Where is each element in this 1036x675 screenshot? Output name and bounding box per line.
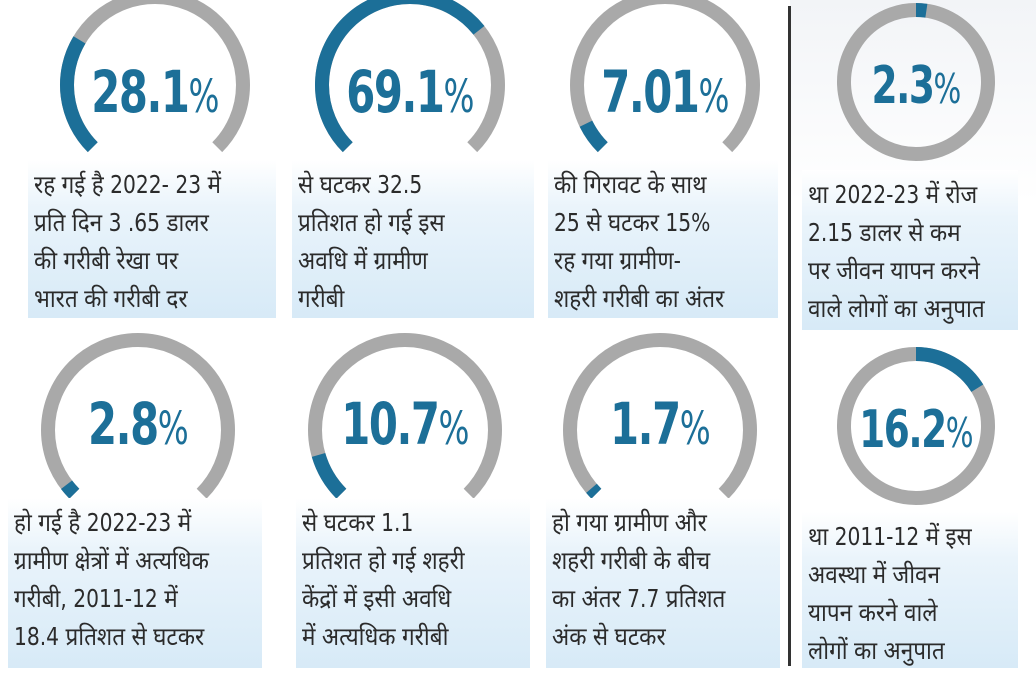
description-line: का अंतर 7.7 प्रतिशत bbox=[552, 584, 726, 613]
gauge-track bbox=[837, 3, 995, 161]
gauge-track bbox=[570, 0, 760, 153]
value-number: 2.3 bbox=[871, 56, 934, 116]
value-number: 69.1 bbox=[346, 58, 445, 126]
description-line: शहरी गरीबी के बीच bbox=[552, 546, 711, 575]
gauge: 28.1% bbox=[50, 0, 260, 153]
description-line: अंक से घटकर bbox=[552, 622, 666, 651]
description-line: भारत की गरीबी दर bbox=[34, 284, 188, 313]
description-line: रह गया ग्रामीण- bbox=[554, 246, 681, 275]
gauge-value: 10.7% bbox=[329, 390, 480, 458]
gauge-fill bbox=[311, 452, 347, 499]
description-box: था 2022-23 में रोज 2.15 डालर से कम पर जी… bbox=[802, 170, 1018, 330]
gauge: 69.1% bbox=[305, 0, 515, 153]
value-unit: % bbox=[679, 402, 711, 455]
description-box: से घटकर 32.5 प्रतिशत हो गई इस अवधि में ग… bbox=[292, 160, 534, 318]
description-line: से घटकर 32.5 bbox=[298, 170, 423, 199]
gauge-chart bbox=[563, 333, 757, 499]
gauge-value: 28.1% bbox=[79, 58, 230, 126]
description-line: में अत्यधिक गरीबी bbox=[302, 622, 449, 651]
description-box: की गिरावट के साथ 25 से घटकर 15% रह गया ग… bbox=[548, 160, 778, 318]
description-line: रह गई है 2022- 23 में bbox=[34, 170, 221, 199]
gauge-fill bbox=[915, 347, 984, 393]
gauge-value: 2.8% bbox=[62, 390, 213, 458]
column-divider bbox=[788, 6, 791, 666]
description-line: था 2022-23 में रोज bbox=[808, 180, 978, 209]
description-line: प्रतिशत हो गई शहरी bbox=[302, 546, 465, 575]
value-number: 28.1 bbox=[91, 58, 190, 126]
description-line: गरीबी bbox=[298, 284, 345, 313]
description-line: की गरीबी रेखा पर bbox=[34, 246, 179, 275]
value-unit: % bbox=[933, 65, 961, 113]
donut-chart bbox=[837, 3, 995, 161]
gauge: 2.8% bbox=[33, 330, 243, 499]
value-number: 16.2 bbox=[859, 400, 947, 460]
gauge-chart bbox=[41, 333, 235, 499]
description-line: यापन करने वाले bbox=[808, 598, 938, 627]
gauge-fill bbox=[315, 0, 485, 153]
value-number: 1.7 bbox=[610, 390, 681, 458]
gauge-fill bbox=[586, 483, 602, 499]
description-line: प्रति दिन 3 .65 डालर bbox=[34, 208, 209, 237]
description-line: से घटकर 1.1 bbox=[302, 508, 414, 537]
value-unit: % bbox=[945, 409, 974, 457]
gauge-chart bbox=[308, 333, 502, 499]
description-line: ग्रामीण क्षेत्रों में अत्यधिक bbox=[14, 546, 209, 575]
value-unit: % bbox=[438, 402, 470, 455]
description-line: 25 से घटकर 15% bbox=[554, 208, 711, 237]
donut-value: 16.2% bbox=[851, 400, 981, 460]
gauge: 10.7% bbox=[300, 330, 510, 499]
gauge-fill bbox=[60, 480, 80, 499]
description-line: पर जीवन यापन करने bbox=[808, 256, 980, 285]
description-line: गरीबी, 2011-12 में bbox=[14, 584, 178, 613]
description-line: अवधि में ग्रामीण bbox=[298, 246, 428, 275]
gauge-chart bbox=[60, 0, 250, 153]
donut: 2.3% bbox=[826, 0, 1006, 170]
description-line: हो गया ग्रामीण और bbox=[552, 508, 707, 537]
gauge-fill bbox=[915, 3, 928, 18]
donut-chart bbox=[837, 347, 995, 505]
gauge: 7.01% bbox=[560, 0, 770, 153]
description-line: केंद्रों में इसी अवधि bbox=[302, 584, 452, 613]
value-unit: % bbox=[698, 70, 730, 123]
description-box: रह गई है 2022- 23 में प्रति दिन 3 .65 डा… bbox=[28, 160, 276, 318]
description-line: वाले लोगों का अनुपात bbox=[808, 294, 985, 323]
donut-value: 2.3% bbox=[851, 56, 981, 116]
value-number: 2.8 bbox=[88, 390, 159, 458]
gauge-track bbox=[563, 333, 757, 499]
gauge: 1.7% bbox=[555, 330, 765, 499]
description-box: था 2011-12 में इस अवस्था में जीवन यापन क… bbox=[802, 512, 1018, 668]
gauge-chart bbox=[315, 0, 505, 153]
description-line: हो गई है 2022-23 में bbox=[14, 508, 192, 537]
gauge-track bbox=[41, 333, 235, 499]
description-line: प्रतिशत हो गई इस bbox=[298, 208, 445, 237]
description-line: की गिरावट के साथ bbox=[554, 170, 707, 199]
gauge-track bbox=[308, 333, 502, 499]
value-unit: % bbox=[157, 402, 189, 455]
description-line: लोगों का अनुपात bbox=[808, 636, 945, 665]
description-line: था 2011-12 में इस bbox=[808, 522, 972, 551]
value-unit: % bbox=[443, 70, 475, 123]
gauge-value: 69.1% bbox=[334, 58, 485, 126]
value-unit: % bbox=[188, 70, 220, 123]
description-box: से घटकर 1.1 प्रतिशत हो गई शहरी केंद्रों … bbox=[296, 498, 530, 668]
gauge-value: 1.7% bbox=[584, 390, 735, 458]
description-box: हो गया ग्रामीण और शहरी गरीबी के बीच का अ… bbox=[546, 498, 780, 668]
gauge-chart bbox=[570, 0, 760, 153]
value-number: 7.01 bbox=[601, 58, 700, 126]
description-line: अवस्था में जीवन bbox=[808, 560, 941, 589]
description-line: शहरी गरीबी का अंतर bbox=[554, 284, 725, 313]
donut: 16.2% bbox=[826, 340, 1006, 510]
gauge-value: 7.01% bbox=[589, 58, 740, 126]
description-line: 2.15 डालर से कम bbox=[808, 218, 961, 247]
gauge-fill bbox=[60, 36, 98, 153]
gauge-fill bbox=[579, 120, 608, 153]
description-box: हो गई है 2022-23 में ग्रामीण क्षेत्रों म… bbox=[8, 498, 262, 668]
value-number: 10.7 bbox=[341, 390, 440, 458]
description-line: 18.4 प्रतिशत से घटकर bbox=[14, 622, 205, 651]
